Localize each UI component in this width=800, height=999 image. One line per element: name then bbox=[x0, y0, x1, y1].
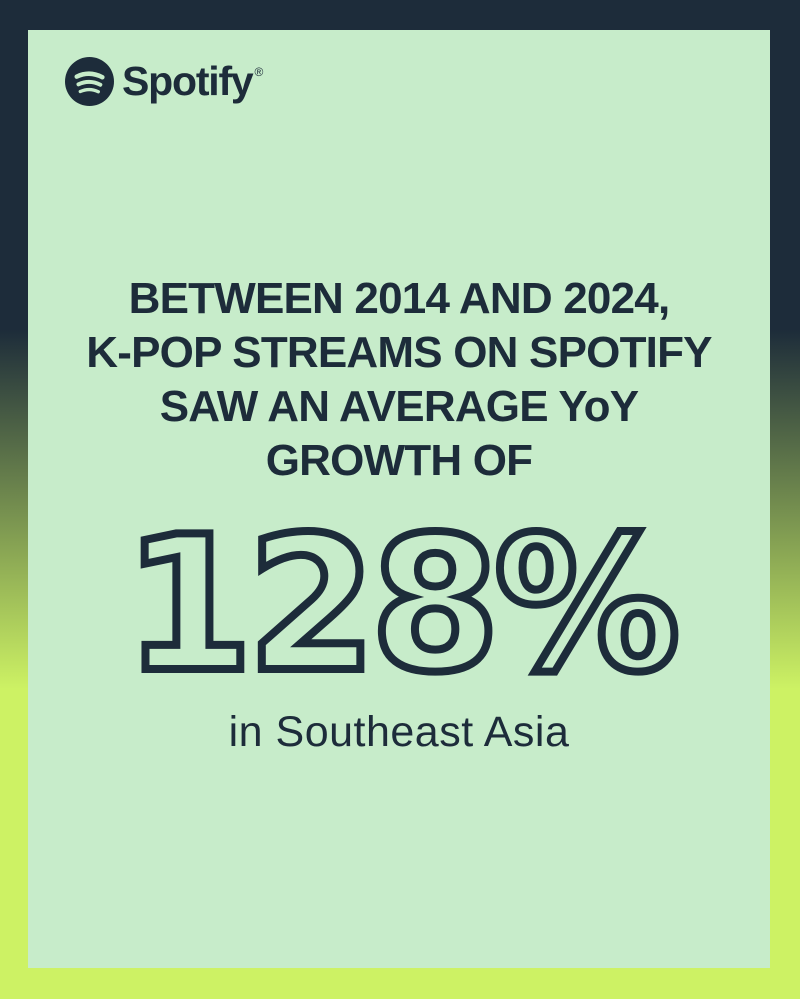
stat-value: 128% bbox=[120, 496, 685, 714]
headline-line-1: BETWEEN 2014 AND 2024, bbox=[128, 274, 671, 323]
headline-line-2: K-POP STREAMS ON SPOTIFY bbox=[86, 328, 712, 377]
spotify-wordmark-group: Spotify ® bbox=[122, 57, 263, 106]
spotify-icon bbox=[65, 57, 114, 106]
spotify-logo: Spotify ® bbox=[65, 57, 263, 106]
headline-line-3: SAW AN AVERAGE YoY bbox=[159, 382, 639, 431]
registered-trademark-mark: ® bbox=[254, 65, 264, 79]
content-card: Spotify ® BETWEEN 2014 AND 2024, K-POP S… bbox=[28, 30, 770, 968]
spotify-wordmark: Spotify bbox=[122, 58, 254, 104]
stat-caption: in Southeast Asia bbox=[228, 708, 570, 756]
headline-line-4: GROWTH OF bbox=[265, 436, 533, 485]
headline: BETWEEN 2014 AND 2024, K-POP STREAMS ON … bbox=[28, 272, 770, 488]
